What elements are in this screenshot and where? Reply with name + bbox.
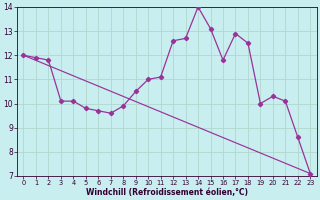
X-axis label: Windchill (Refroidissement éolien,°C): Windchill (Refroidissement éolien,°C) <box>86 188 248 197</box>
